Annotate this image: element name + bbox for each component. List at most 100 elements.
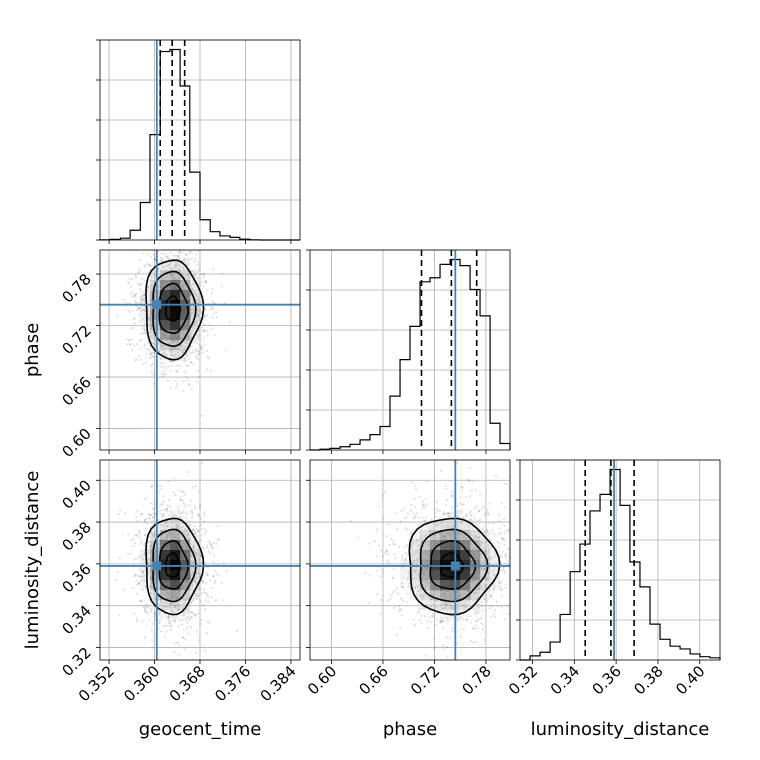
sample-point — [118, 557, 121, 560]
sample-point — [140, 539, 143, 542]
sample-point — [426, 480, 429, 484]
density-cell — [140, 550, 151, 561]
sample-point — [195, 357, 198, 360]
sample-point — [148, 619, 151, 622]
sample-point — [211, 586, 214, 589]
sample-point — [422, 594, 426, 597]
sample-point — [192, 327, 195, 330]
sample-point — [147, 316, 150, 319]
sample-point — [415, 539, 418, 542]
sample-point — [202, 591, 205, 594]
sample-point — [159, 356, 162, 360]
sample-point — [220, 582, 224, 585]
sample-point — [160, 516, 164, 519]
sample-point — [143, 548, 146, 552]
sample-point — [178, 489, 181, 492]
sample-point — [162, 512, 165, 515]
sample-point — [402, 575, 405, 578]
sample-point — [163, 601, 166, 604]
sample-point — [424, 506, 427, 509]
sample-point — [541, 575, 543, 577]
sample-point — [165, 525, 168, 528]
sample-point — [146, 347, 149, 351]
sample-point — [431, 612, 435, 615]
density-cell — [440, 520, 451, 531]
sample-point — [146, 546, 149, 549]
sample-point — [160, 524, 163, 527]
sample-point — [459, 635, 462, 638]
sample-point — [502, 550, 505, 554]
sample-point — [426, 619, 429, 622]
sample-point — [136, 520, 139, 523]
sample-point — [149, 592, 152, 595]
contour-line — [164, 295, 182, 322]
sample-point — [383, 490, 387, 493]
sample-point — [203, 323, 206, 327]
sample-point — [195, 651, 198, 655]
sample-point — [208, 308, 211, 311]
sample-point — [142, 606, 146, 609]
sample-point — [114, 578, 117, 581]
sample-point — [190, 283, 193, 287]
sample-point — [190, 601, 193, 604]
sample-point — [134, 295, 137, 298]
sample-point — [191, 611, 194, 615]
sample-point — [482, 514, 485, 517]
sample-point — [500, 555, 503, 558]
sample-point — [158, 611, 161, 614]
sample-point — [414, 570, 417, 573]
sample-point — [183, 260, 186, 263]
density-cell — [480, 590, 491, 601]
sample-point — [172, 254, 175, 257]
sample-point — [183, 506, 186, 509]
sample-point — [152, 590, 156, 593]
sample-point — [439, 510, 442, 513]
sample-point — [159, 357, 162, 361]
sample-point — [198, 352, 201, 355]
sample-point — [386, 553, 389, 556]
sample-point — [392, 542, 395, 546]
sample-point — [144, 236, 146, 238]
sample-point — [379, 612, 382, 615]
sample-point — [422, 597, 425, 600]
sample-point — [198, 541, 201, 544]
sample-point — [200, 344, 203, 347]
sample-point — [462, 628, 465, 631]
sample-point — [504, 529, 507, 532]
sample-point — [468, 525, 471, 529]
density-cell — [180, 290, 191, 301]
sample-point — [186, 225, 188, 227]
sample-point — [163, 608, 166, 612]
sample-point — [205, 368, 209, 371]
sample-point — [193, 525, 196, 528]
sample-point — [175, 526, 178, 530]
sample-point — [469, 510, 472, 513]
sample-point — [196, 341, 199, 345]
sample-point — [187, 617, 190, 620]
sample-point — [182, 380, 185, 383]
sample-point — [407, 582, 410, 585]
sample-point — [442, 513, 446, 516]
sample-point — [162, 605, 165, 608]
sample-point — [500, 588, 503, 591]
sample-point — [152, 507, 155, 510]
sample-point — [171, 354, 174, 357]
sample-point — [469, 519, 472, 522]
sample-point — [444, 603, 447, 606]
sample-point — [442, 525, 445, 529]
sample-point — [521, 530, 523, 532]
density-cell — [190, 280, 201, 291]
sample-point — [148, 557, 151, 560]
sample-point — [167, 615, 170, 619]
y-tick-label: 0.72 — [58, 322, 94, 358]
sample-point — [404, 557, 407, 560]
sample-point — [192, 528, 195, 531]
sample-point — [440, 619, 443, 623]
sample-point — [181, 352, 184, 355]
sample-point — [171, 520, 174, 523]
sample-point — [173, 620, 176, 623]
sample-point — [139, 358, 142, 361]
sample-point — [188, 504, 191, 507]
sample-point — [161, 259, 164, 263]
sample-point — [413, 586, 417, 589]
